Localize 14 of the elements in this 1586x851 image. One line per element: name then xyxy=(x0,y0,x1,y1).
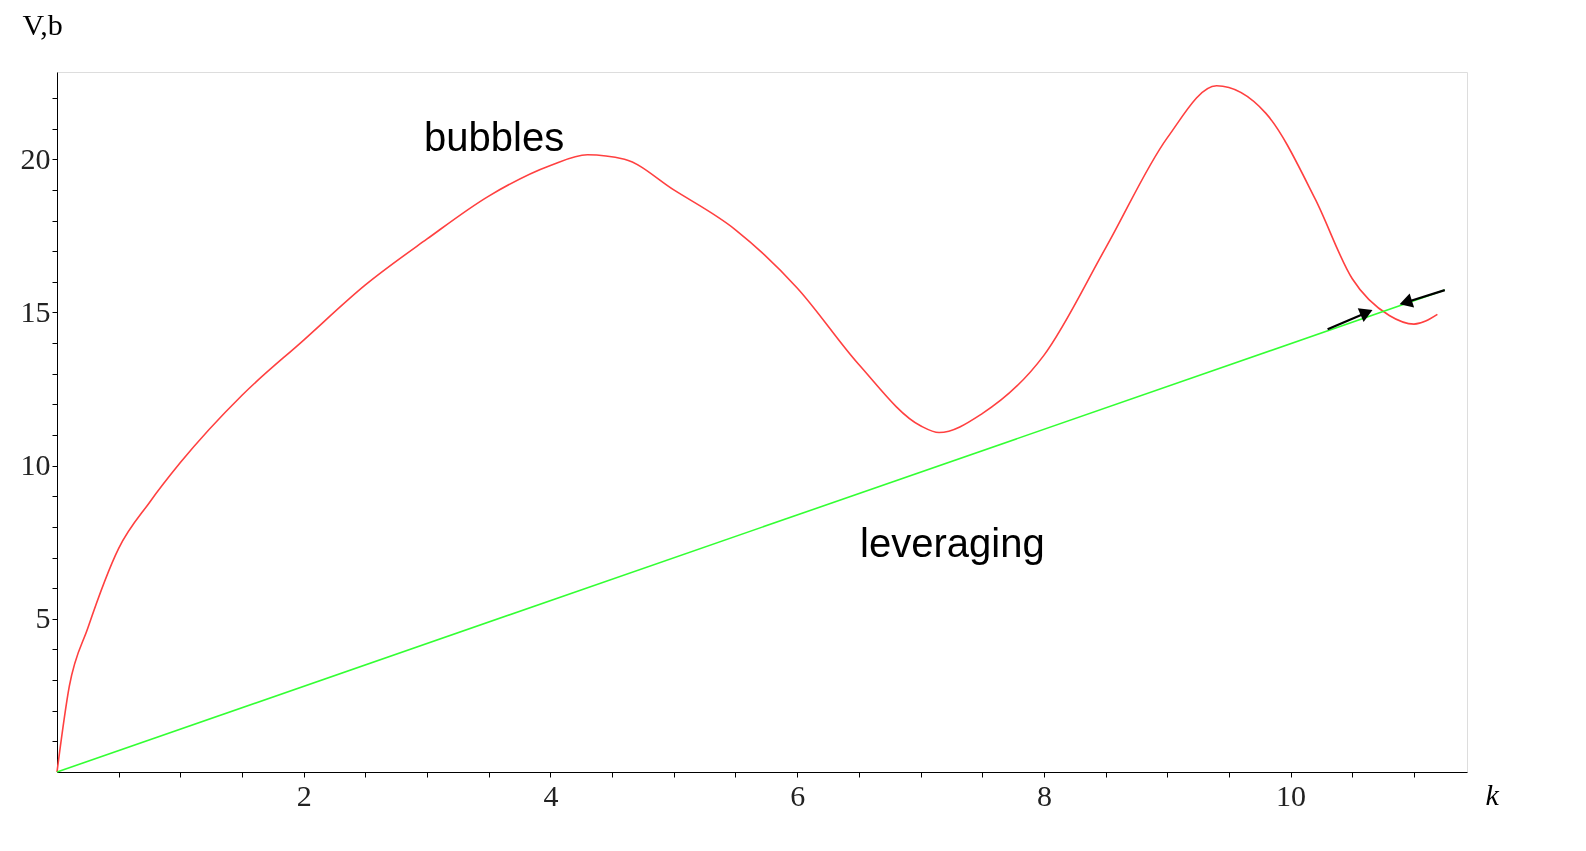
x-tick-label: 2 xyxy=(296,778,312,812)
line-series xyxy=(56,84,1439,773)
x-axis-title: k xyxy=(1485,777,1500,811)
annotation: leveraging xyxy=(860,521,1045,566)
y-axis-title: V,b xyxy=(22,7,63,41)
y-tick-label: 5 xyxy=(35,601,51,635)
x-tick-label: 6 xyxy=(790,778,806,812)
x-tick-label: 4 xyxy=(543,778,559,812)
annotation: bubbles xyxy=(424,115,565,160)
y-tick-label: 15 xyxy=(20,294,51,328)
x-tick-label: 8 xyxy=(1036,778,1052,812)
y-tick-label: 20 xyxy=(20,141,51,175)
x-tick-label: 10 xyxy=(1276,778,1307,812)
y-tick-label: 10 xyxy=(20,448,51,482)
